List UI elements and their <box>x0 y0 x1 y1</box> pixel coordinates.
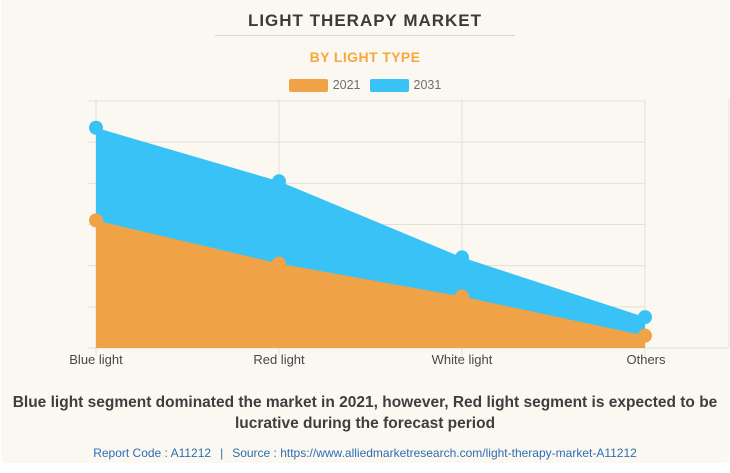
legend-label-2031: 2031 <box>413 78 442 92</box>
page-title: LIGHT THERAPY MARKET <box>247 11 483 30</box>
data-point-2021 <box>89 213 103 228</box>
title-divider <box>215 35 515 36</box>
legend-item-2021[interactable]: 2021 <box>288 78 361 92</box>
x-axis-label-white-light: White light <box>431 352 493 367</box>
footer-separator: | <box>220 446 224 460</box>
data-point-2031 <box>272 174 286 189</box>
legend-item-2031[interactable]: 2031 <box>369 78 442 92</box>
report-code-link[interactable]: Report Code : A11212 <box>93 446 212 460</box>
footer: Report Code : A11212 | Source : https://… <box>1 446 729 460</box>
data-point-2031 <box>455 250 469 265</box>
data-point-2021 <box>638 328 652 343</box>
legend-swatch-2031 <box>369 78 409 92</box>
data-point-2031 <box>89 120 103 135</box>
data-point-2021 <box>455 289 469 304</box>
legend-label-2021: 2021 <box>332 78 361 92</box>
x-axis-label-red-light: Red light <box>253 352 305 367</box>
legend-swatch-2021 <box>288 78 328 92</box>
data-point-2021 <box>272 256 286 271</box>
x-axis-label-blue-light: Blue light <box>69 352 123 367</box>
data-point-2031 <box>638 310 652 325</box>
chart-subtitle: BY LIGHT TYPE <box>309 49 421 65</box>
chart-description: Blue light segment dominated the market … <box>12 394 718 432</box>
chart-card: LIGHT THERAPY MARKET BY LIGHT TYPE 2021 … <box>1 0 730 463</box>
source-link[interactable]: Source : https://www.alliedmarketresearc… <box>232 446 637 460</box>
x-axis-label-others: Others <box>626 352 666 367</box>
legend: 2021 2031 <box>1 78 729 92</box>
